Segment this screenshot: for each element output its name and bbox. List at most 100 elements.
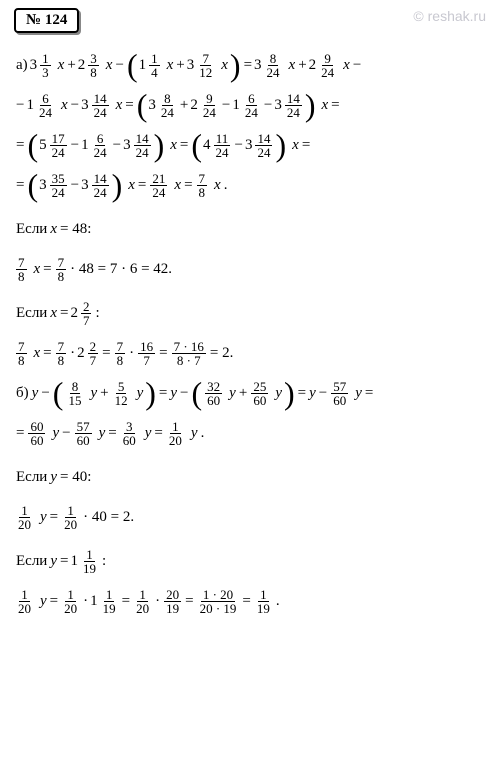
fraction: 712: [197, 52, 214, 79]
fraction: 27: [88, 340, 99, 367]
mixed-number: 31424: [81, 172, 111, 199]
mixed-number: 3824: [148, 92, 178, 119]
text: +: [239, 385, 247, 402]
case-condition: Если y = 40:: [14, 459, 486, 495]
page: № 124 © reshak.ru а) 313 x + 238 x − (11…: [0, 0, 500, 643]
variable: y: [99, 425, 106, 442]
fraction: 13: [40, 52, 51, 79]
text: =: [185, 593, 193, 610]
watermark: © reshak.ru: [413, 8, 486, 24]
text: .: [201, 425, 205, 442]
fraction: 120: [62, 588, 79, 615]
variable: y: [229, 385, 236, 402]
problem-number: № 124: [26, 12, 67, 28]
text: а): [16, 57, 28, 74]
mixed-number: 1624: [26, 92, 56, 119]
equation-line: = 6060 y − 5760 y = 360 y = 120 y.: [14, 415, 486, 451]
mixed-number: 313: [30, 52, 53, 79]
text: +: [100, 385, 108, 402]
fraction: 824: [159, 92, 176, 119]
mixed-number: 41124: [203, 132, 233, 159]
equation-line: 78 x = 78 · 227 = 78 · 167 = 7 · 168 · 7…: [14, 335, 486, 371]
variable: x: [34, 261, 41, 278]
mixed-number: 227: [70, 300, 93, 327]
text: Если: [16, 221, 47, 238]
text: −: [222, 97, 230, 114]
fraction: 1424: [285, 92, 302, 119]
text: −: [319, 385, 327, 402]
paren-left: (: [27, 169, 38, 201]
paren-left: (: [192, 377, 203, 409]
fraction: 1724: [50, 132, 67, 159]
equation-line: б) y − (815 y + 512 y) = y − (3260 y + 2…: [14, 375, 486, 411]
mixed-number: 33524: [39, 172, 69, 199]
mixed-number: 1119: [70, 548, 100, 575]
variable: y: [50, 553, 57, 570]
fraction: 120: [167, 420, 184, 447]
text: −: [180, 385, 188, 402]
fraction: 1424: [92, 172, 109, 199]
variable: x: [50, 221, 57, 238]
text: =: [16, 137, 24, 154]
variable: x: [50, 305, 57, 322]
mixed-number: 1624: [81, 132, 111, 159]
mixed-number: 227: [77, 340, 100, 367]
problem-number-box: № 124: [14, 8, 79, 33]
mixed-number: 31424: [81, 92, 111, 119]
variable: y: [170, 385, 177, 402]
text: .: [224, 177, 228, 194]
paren-right: ): [154, 129, 165, 161]
fraction: 119: [81, 548, 98, 575]
fraction: 924: [319, 52, 336, 79]
mixed-number: 31424: [245, 132, 275, 159]
text: +: [298, 57, 306, 74]
text: =: [159, 345, 167, 362]
text: = 48:: [60, 221, 91, 238]
variable: x: [289, 57, 296, 74]
text: +: [180, 97, 188, 114]
text: −: [41, 385, 49, 402]
text: −: [62, 425, 70, 442]
variable: y: [32, 385, 39, 402]
case-condition: Если x = 48:: [14, 211, 486, 247]
text: =: [16, 177, 24, 194]
fraction: 815: [66, 380, 83, 407]
text: =: [108, 425, 116, 442]
fraction: 1424: [92, 92, 109, 119]
fraction: 360: [121, 420, 138, 447]
variable: x: [214, 177, 221, 194]
text: б): [16, 385, 29, 402]
variable: x: [116, 97, 123, 114]
variable: x: [34, 345, 41, 362]
mixed-number: 31424: [274, 92, 304, 119]
text: =: [43, 345, 51, 362]
fraction: 27: [81, 300, 92, 327]
paren-left: (: [53, 377, 64, 409]
fraction: 78: [16, 256, 27, 283]
paren-right: ): [145, 377, 156, 409]
variable: x: [128, 177, 135, 194]
fraction: 120: [16, 504, 33, 531]
variable: y: [309, 385, 316, 402]
fraction: 1424: [255, 132, 272, 159]
text: =: [60, 553, 68, 570]
fraction: 78: [197, 172, 208, 199]
mixed-number: 114: [139, 52, 162, 79]
text: Если: [16, 469, 47, 486]
fraction: 3524: [50, 172, 67, 199]
text: =: [331, 97, 339, 114]
text: = 40:: [60, 469, 91, 486]
fraction: 38: [88, 52, 99, 79]
fraction: 14: [149, 52, 160, 79]
text: =: [122, 593, 130, 610]
fraction: 78: [115, 340, 126, 367]
case-condition: Если y = 1119:: [14, 543, 486, 579]
text: =: [365, 385, 373, 402]
text: =: [43, 261, 51, 278]
fraction: 2124: [150, 172, 167, 199]
case-condition: Если x = 227:: [14, 295, 486, 331]
paren-right: ): [112, 169, 123, 201]
text: =: [244, 57, 252, 74]
fraction: 1 · 2020 · 19: [198, 588, 239, 615]
fraction: 120: [62, 504, 79, 531]
